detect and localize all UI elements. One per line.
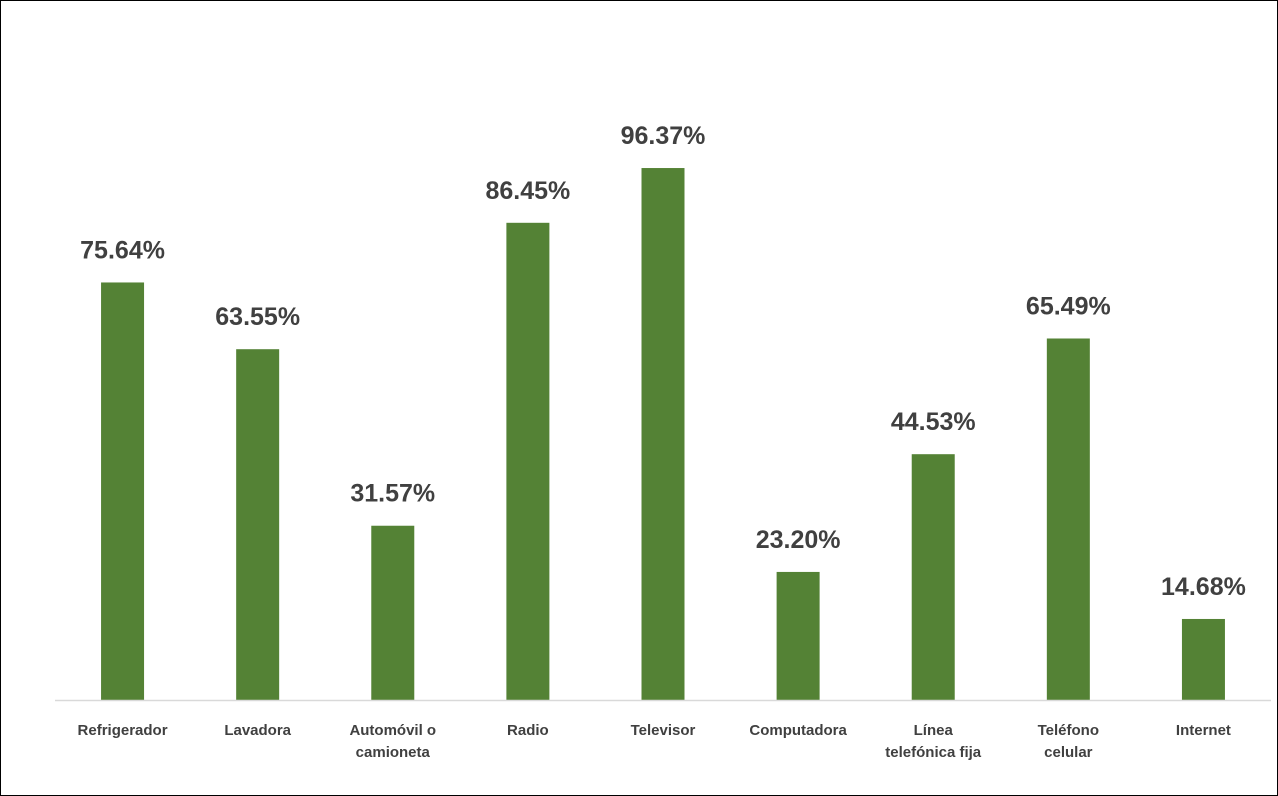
category-label-0: Refrigerador xyxy=(78,722,168,739)
category-label-7-line-1: celular xyxy=(1044,744,1093,761)
data-label-0: 75.64% xyxy=(80,236,165,264)
bar-0 xyxy=(101,282,145,700)
data-label-8: 14.68% xyxy=(1161,573,1246,601)
category-label-3: Radio xyxy=(507,722,549,739)
category-label-4: Televisor xyxy=(631,722,696,739)
bar-4 xyxy=(641,168,685,700)
category-label-1: Lavadora xyxy=(224,722,291,739)
data-label-4: 96.37% xyxy=(621,122,706,150)
bar-3 xyxy=(506,222,550,700)
category-label-2-line-0: Automóvil o xyxy=(349,722,436,739)
category-label-6-line-0: Línea xyxy=(914,722,954,739)
category-labels-layer: Refrigerador Lavadora Automóvil o camioneta… xyxy=(78,722,1231,761)
data-label-5: 23.20% xyxy=(756,526,841,554)
bar-8 xyxy=(1181,618,1225,700)
data-label-1: 63.55% xyxy=(215,303,300,331)
category-label-7-line-0: Teléfono xyxy=(1038,722,1099,739)
bar-6 xyxy=(911,454,955,700)
bar-7 xyxy=(1046,338,1090,700)
bar-5 xyxy=(776,571,820,700)
category-label-8: Internet xyxy=(1176,722,1231,739)
bar-1 xyxy=(236,349,280,700)
value-labels-layer: 75.64% 63.55% 31.57% 86.45% 96.37% 23.20% 44.5… xyxy=(80,122,1246,601)
data-label-7: 65.49% xyxy=(1026,292,1111,320)
bars-layer xyxy=(101,168,1225,700)
data-label-3: 86.45% xyxy=(485,177,570,205)
bar-2 xyxy=(371,525,415,700)
category-label-5: Computadora xyxy=(749,722,847,739)
category-label-2-line-1: camioneta xyxy=(356,744,431,761)
category-label-6-line-1: telefónica fija xyxy=(885,744,982,761)
data-label-2: 31.57% xyxy=(350,480,435,508)
data-label-6: 44.53% xyxy=(891,408,976,436)
